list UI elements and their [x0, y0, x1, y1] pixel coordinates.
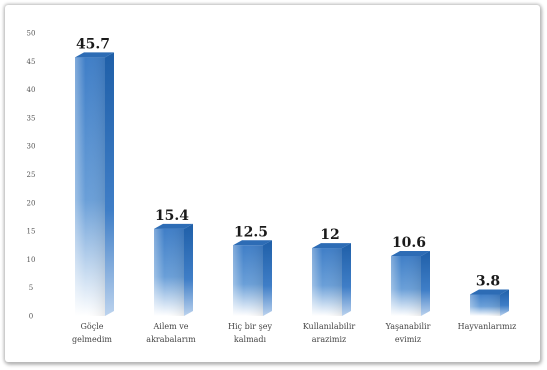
x-tick-label: Hiç bir şey [228, 322, 272, 331]
y-tick-label: 25 [27, 171, 36, 179]
bar-highlight [470, 294, 500, 316]
x-tick-label: Hayvanlarımız [458, 322, 517, 331]
bar: 12.5 [233, 224, 272, 316]
bar-highlight [75, 57, 105, 316]
data-label: 12 [320, 227, 339, 243]
bar-cap [233, 240, 272, 246]
y-tick-label: 50 [27, 30, 36, 38]
y-tick-label: 20 [27, 199, 36, 207]
bar-highlight [233, 245, 263, 316]
y-tick-label: 5 [29, 284, 33, 292]
bar-side [421, 251, 430, 316]
bar-highlight [391, 256, 421, 316]
x-tick-label: Kullanılabilir [303, 322, 356, 331]
x-tick-label: evimiz [395, 335, 421, 344]
x-tick-label: arazimiz [312, 335, 347, 344]
bar: 10.6 [391, 235, 430, 316]
y-axis: 0 5 10 15 20 25 30 35 40 45 50 [27, 30, 36, 321]
bar-side [342, 243, 351, 316]
bar: 15.4 [154, 208, 193, 316]
x-tick-label: akrabalarım [146, 335, 196, 344]
x-tick-label: Yaşanabilir [385, 322, 431, 331]
y-tick-label: 40 [27, 86, 36, 94]
bar: 12 [312, 227, 351, 316]
bar-side [184, 223, 193, 316]
data-label: 10.6 [392, 235, 426, 251]
x-tick-label: gelmedim [72, 335, 112, 344]
y-tick-label: 0 [29, 313, 33, 321]
bar-chart: 0 5 10 15 20 25 30 35 40 45 50 45.7 15.4 12.5 12 10.6 3… [27, 30, 517, 345]
bars: 45.7 15.4 12.5 12 10.6 3.8 [75, 36, 509, 316]
bar-highlight [154, 228, 184, 316]
bar-side [105, 52, 114, 316]
bar-cap [154, 223, 193, 229]
bar-cap [75, 52, 114, 58]
data-label: 12.5 [234, 224, 268, 240]
bar: 45.7 [75, 36, 114, 316]
y-tick-label: 15 [27, 228, 36, 236]
data-label: 3.8 [476, 274, 500, 290]
bar-highlight [312, 248, 342, 316]
x-tick-label: Göçle [81, 322, 104, 331]
y-tick-label: 10 [27, 256, 36, 264]
y-tick-label: 35 [27, 114, 36, 122]
bar-cap [312, 243, 351, 249]
y-tick-label: 30 [27, 143, 36, 151]
bar-cap [470, 289, 509, 295]
bar-side [263, 240, 272, 316]
chart-frame: 0 5 10 15 20 25 30 35 40 45 50 45.7 15.4 12.5 12 10.6 3… [5, 5, 540, 362]
data-label: 15.4 [155, 208, 189, 224]
bar-cap [391, 251, 430, 257]
x-tick-label: Ailem ve [152, 322, 188, 331]
y-tick-label: 45 [27, 58, 36, 66]
x-axis: Göçle gelmedim Ailem ve akrabalarım Hiç bir … [72, 322, 516, 344]
bar-side [500, 289, 509, 316]
bar: 3.8 [470, 274, 509, 316]
data-label: 45.7 [76, 36, 110, 52]
x-tick-label: kalmadı [234, 335, 267, 344]
